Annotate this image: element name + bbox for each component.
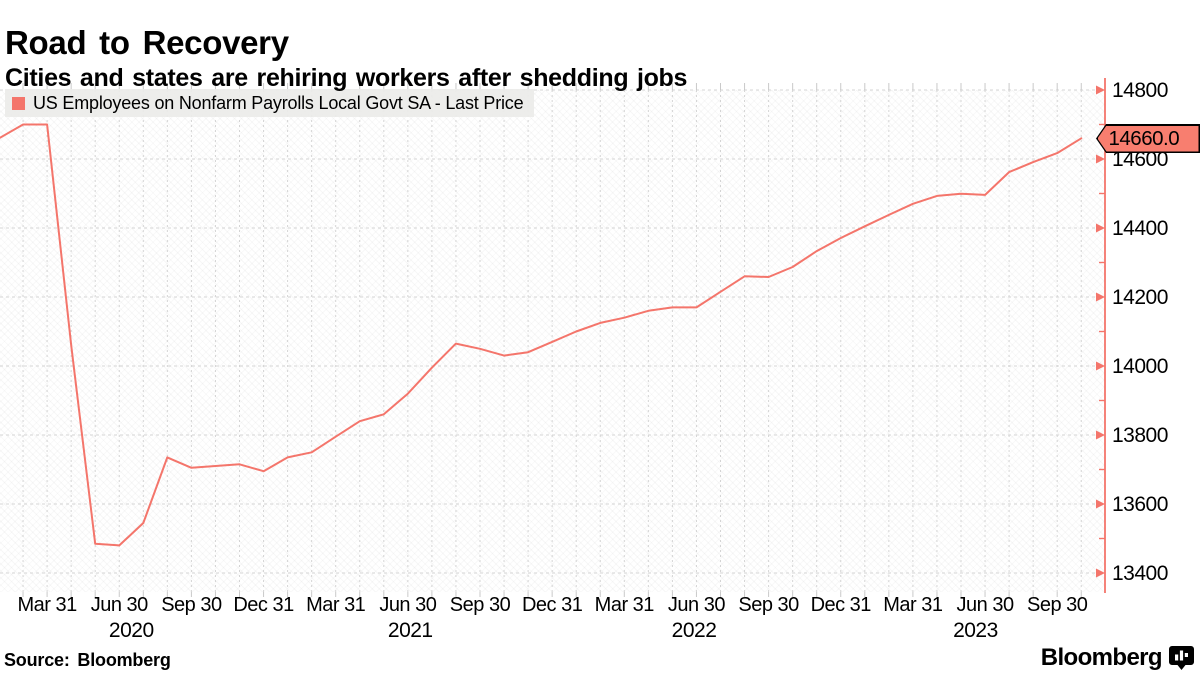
x-axis-tick-label: Sep 30 xyxy=(738,594,799,616)
y-major-tick-arrow xyxy=(1096,223,1105,233)
y-axis-tick-label: 14800 xyxy=(1112,78,1168,102)
x-axis-year-label: 2020 xyxy=(108,619,154,642)
legend-series-label: US Employees on Nonfarm Payrolls Local G… xyxy=(33,92,524,113)
y-axis-tick-label: 13600 xyxy=(1112,492,1168,516)
x-axis-tick-label: Dec 31 xyxy=(233,594,294,616)
source-label: Source: Bloomberg xyxy=(4,650,171,670)
y-major-tick-arrow xyxy=(1096,430,1105,440)
y-major-tick-arrow xyxy=(1096,154,1105,164)
bloomberg-bars-icon xyxy=(1169,646,1194,670)
x-axis-tick-label: Dec 31 xyxy=(810,594,872,616)
y-axis-tick-label: 13800 xyxy=(1112,423,1168,447)
last-price-tag-body: 14660.0 xyxy=(1097,125,1199,152)
bloomberg-wordmark: Bloomberg xyxy=(1040,644,1163,671)
x-axis-year-label: 2023 xyxy=(953,619,998,642)
x-axis-tick-label: Jun 30 xyxy=(90,594,149,616)
x-axis-tick-label: Mar 31 xyxy=(883,594,943,616)
y-axis-tick-label: 14200 xyxy=(1112,285,1168,309)
legend-series-swatch-icon xyxy=(12,96,25,110)
chart-title: Road to Recovery xyxy=(5,24,289,62)
x-axis-tick-label: Sep 30 xyxy=(1026,594,1088,616)
x-axis-tick-label: Sep 30 xyxy=(161,594,222,616)
x-axis-year-label: 2022 xyxy=(671,619,717,642)
y-major-tick-arrow xyxy=(1096,85,1105,95)
y-axis-tick-label: 13400 xyxy=(1112,561,1168,585)
x-axis-tick-label: Mar 31 xyxy=(594,594,655,616)
x-axis-tick-label: Mar 31 xyxy=(306,594,366,616)
x-axis-tick-label: Jun 30 xyxy=(956,594,1015,616)
y-axis-tick-label: 14000 xyxy=(1112,354,1168,378)
legend: US Employees on Nonfarm Payrolls Local G… xyxy=(5,89,535,117)
price-line-series xyxy=(0,123,1083,547)
y-axis-tick-label: 14600 xyxy=(1112,147,1168,171)
y-major-tick-arrow xyxy=(1096,499,1105,509)
y-axis-tick-label: 14400 xyxy=(1112,216,1168,240)
x-axis-tick-label: Mar 31 xyxy=(17,594,77,616)
last-price-value: 14660.0 xyxy=(1108,126,1180,150)
x-axis-tick-label: Jun 30 xyxy=(379,594,437,616)
y-major-tick-arrow xyxy=(1096,292,1105,302)
bloomberg-logo: Bloomberg xyxy=(1041,644,1194,672)
x-axis-tick-label: Dec 31 xyxy=(521,594,583,616)
x-axis-year-label: 2021 xyxy=(387,619,433,642)
chart-subtitle: Cities and states are rehiring workers a… xyxy=(5,63,688,92)
x-axis-tick-label: Jun 30 xyxy=(667,594,726,616)
y-major-tick-arrow xyxy=(1096,568,1105,578)
last-price-tag: 14660.0 xyxy=(1096,124,1200,153)
x-axis-tick-label: Sep 30 xyxy=(449,594,511,616)
y-major-tick-arrow xyxy=(1096,361,1105,371)
